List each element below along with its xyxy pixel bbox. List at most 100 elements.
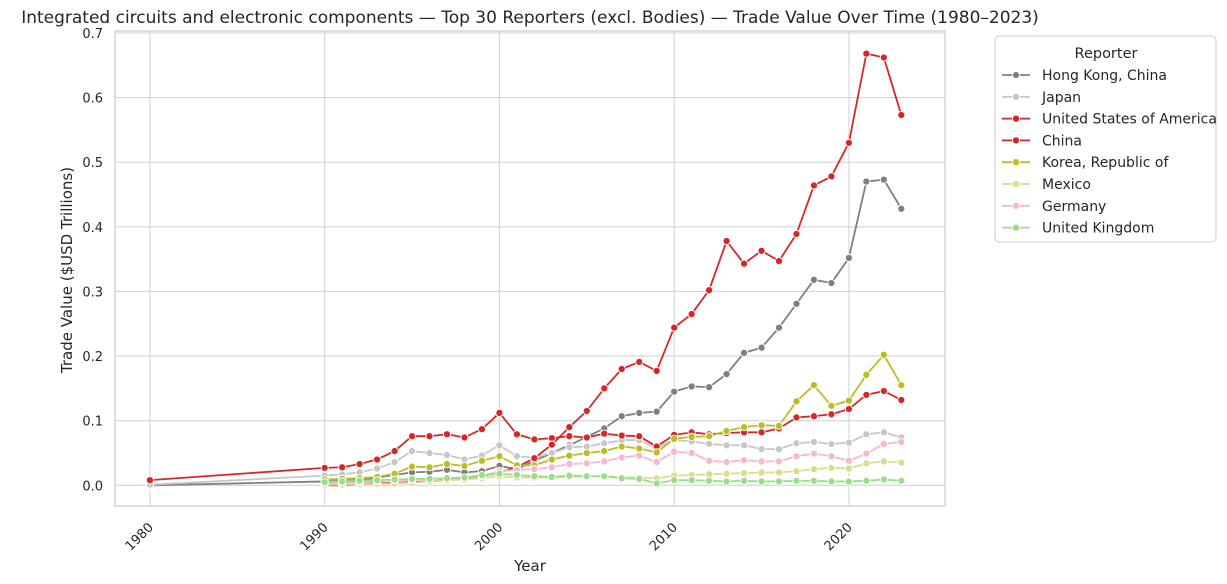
data-point-united-kingdom [652, 479, 661, 488]
data-point-united-states-of-america [600, 429, 609, 438]
data-point-korea-republic-of [722, 426, 731, 436]
data-point-china [687, 310, 696, 319]
data-point-united-kingdom [827, 477, 836, 486]
data-point-united-states-of-america [390, 447, 399, 456]
data-point-united-states-of-america [460, 433, 469, 442]
data-point-japan [862, 430, 871, 439]
data-point-united-kingdom [355, 476, 364, 485]
data-point-korea-republic-of [844, 396, 853, 405]
series-line-united-kingdom [324, 472, 902, 485]
y-tick-label: 0.2 [82, 350, 103, 365]
data-point-japan [390, 457, 399, 467]
data-point-germany [582, 459, 591, 468]
data-point-china [809, 181, 819, 190]
data-point-korea-republic-of [582, 448, 591, 458]
data-point-china [652, 366, 661, 375]
data-point-mexico [809, 465, 819, 474]
data-point-mexico [879, 457, 888, 466]
data-point-united-states-of-america [792, 413, 801, 422]
x-axis-label: Year [513, 557, 547, 575]
data-point-hong-kong-china [687, 382, 696, 391]
series-points-united-kingdom [320, 469, 906, 488]
data-point-japan [757, 445, 766, 454]
grid-lines [115, 31, 945, 506]
data-point-germany [635, 451, 644, 460]
data-point-korea-republic-of [740, 423, 749, 432]
data-point-mexico [827, 463, 836, 472]
data-point-germany [774, 457, 784, 466]
y-tick-label: 0.6 [82, 92, 103, 107]
data-point-hong-kong-china [827, 278, 836, 288]
legend-item-korea-republic-of: Korea, Republic of [1002, 155, 1169, 171]
data-point-mexico [722, 469, 731, 478]
data-point-united-kingdom [390, 475, 399, 484]
data-point-germany [547, 463, 556, 472]
data-point-korea-republic-of [407, 462, 417, 471]
data-point-korea-republic-of [897, 381, 906, 390]
data-point-japan [740, 441, 749, 450]
legend-label: Germany [1042, 199, 1106, 215]
data-point-china [600, 384, 609, 393]
data-point-japan [600, 439, 609, 448]
legend-item-china: China [1002, 133, 1082, 149]
legend-swatch-marker [1011, 179, 1021, 189]
data-point-united-kingdom [600, 472, 609, 481]
data-point-united-kingdom [862, 476, 871, 485]
data-point-united-kingdom [425, 474, 434, 483]
data-point-mexico [844, 464, 853, 473]
data-point-united-kingdom [897, 476, 906, 485]
data-point-germany [617, 453, 626, 462]
data-point-united-states-of-america [373, 455, 382, 464]
legend-label: Mexico [1042, 177, 1091, 193]
legend: Reporter Hong Kong, China Japan United Sta… [994, 35, 1217, 243]
data-point-united-states-of-america [512, 430, 521, 439]
legend-label: United States of America [1042, 112, 1217, 128]
series-points-united-states-of-america [145, 386, 906, 485]
data-point-china [757, 246, 766, 255]
data-point-hong-kong-china [722, 370, 731, 379]
y-tick-label: 0.0 [82, 479, 103, 494]
data-point-united-kingdom [373, 476, 382, 485]
data-point-united-kingdom [547, 472, 556, 481]
data-point-united-states-of-america [757, 428, 766, 437]
x-tick-label: 1990 [298, 520, 332, 554]
data-point-japan [809, 437, 819, 447]
data-point-japan [705, 439, 714, 449]
data-point-germany [530, 465, 539, 474]
legend-label: China [1042, 133, 1082, 149]
data-point-united-states-of-america [320, 463, 329, 472]
data-point-hong-kong-china [705, 383, 714, 392]
data-point-germany [687, 448, 696, 458]
data-point-japan [879, 428, 888, 437]
data-point-japan [512, 452, 521, 461]
data-point-united-states-of-america [425, 432, 434, 441]
data-point-korea-republic-of [809, 381, 819, 390]
data-point-germany [862, 449, 871, 458]
y-tick-label: 0.3 [82, 285, 103, 300]
data-point-korea-republic-of [442, 459, 452, 469]
y-tick-label: 0.1 [82, 415, 103, 430]
data-point-hong-kong-china [774, 323, 784, 332]
data-point-germany [809, 449, 819, 458]
data-point-mexico [757, 468, 766, 477]
data-point-japan [844, 438, 853, 447]
data-point-united-kingdom [879, 475, 888, 484]
data-point-china [617, 364, 626, 374]
series-points [145, 49, 906, 490]
data-point-china [827, 172, 836, 181]
data-point-united-states-of-america [862, 390, 871, 399]
data-point-hong-kong-china [617, 412, 626, 421]
data-point-korea-republic-of [705, 432, 714, 441]
data-point-hong-kong-china [844, 253, 853, 262]
data-point-united-kingdom [809, 476, 819, 485]
data-point-hong-kong-china [809, 275, 819, 284]
legend-swatch-marker [1011, 223, 1021, 232]
data-point-united-kingdom [844, 477, 853, 486]
legend-frame [994, 35, 1217, 243]
data-point-korea-republic-of [495, 452, 504, 461]
data-point-china [844, 138, 853, 147]
legend-label: Japan [1041, 90, 1081, 106]
plot-frame [114, 30, 946, 507]
data-point-korea-republic-of [670, 434, 679, 443]
